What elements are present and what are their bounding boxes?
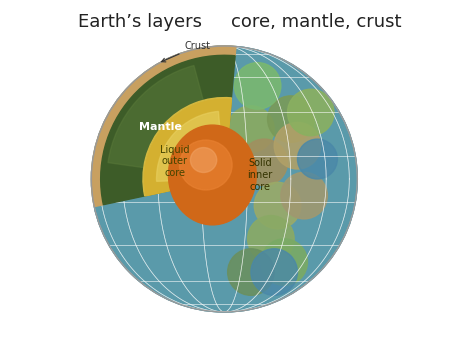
Text: Earth’s layers: Earth’s layers — [78, 13, 202, 31]
Ellipse shape — [211, 259, 271, 299]
Circle shape — [288, 89, 334, 136]
Text: Mantle: Mantle — [139, 122, 181, 132]
Wedge shape — [157, 112, 225, 182]
Circle shape — [228, 106, 274, 152]
Wedge shape — [108, 66, 225, 179]
Ellipse shape — [261, 89, 307, 149]
Text: Crust: Crust — [162, 41, 211, 62]
Circle shape — [251, 249, 297, 295]
Ellipse shape — [244, 169, 304, 222]
Ellipse shape — [251, 69, 297, 102]
Ellipse shape — [297, 136, 338, 189]
Ellipse shape — [190, 148, 217, 172]
Text: Solid
inner
core: Solid inner core — [248, 159, 273, 192]
Circle shape — [254, 182, 301, 229]
Text: Liquid
outer
core: Liquid outer core — [160, 145, 189, 178]
Text: core, mantle, crust: core, mantle, crust — [231, 13, 401, 31]
Ellipse shape — [225, 66, 257, 93]
Wedge shape — [143, 98, 231, 196]
Circle shape — [274, 122, 321, 169]
Ellipse shape — [181, 262, 234, 295]
Circle shape — [234, 63, 281, 109]
Ellipse shape — [271, 219, 311, 259]
Ellipse shape — [228, 242, 274, 282]
Ellipse shape — [181, 63, 234, 96]
Ellipse shape — [180, 140, 232, 190]
Ellipse shape — [301, 209, 334, 249]
Wedge shape — [94, 47, 357, 312]
Circle shape — [281, 172, 328, 219]
Ellipse shape — [208, 96, 274, 182]
Ellipse shape — [291, 172, 324, 219]
Circle shape — [228, 249, 274, 295]
Ellipse shape — [168, 125, 256, 225]
Circle shape — [91, 46, 357, 312]
Wedge shape — [101, 55, 235, 205]
Circle shape — [297, 139, 338, 179]
Wedge shape — [144, 99, 231, 196]
Ellipse shape — [234, 206, 294, 252]
Ellipse shape — [231, 129, 284, 196]
Ellipse shape — [248, 256, 301, 289]
Wedge shape — [91, 46, 236, 207]
Ellipse shape — [278, 126, 317, 179]
Circle shape — [261, 239, 307, 285]
Circle shape — [241, 139, 288, 186]
Circle shape — [268, 96, 314, 142]
Circle shape — [248, 216, 294, 262]
